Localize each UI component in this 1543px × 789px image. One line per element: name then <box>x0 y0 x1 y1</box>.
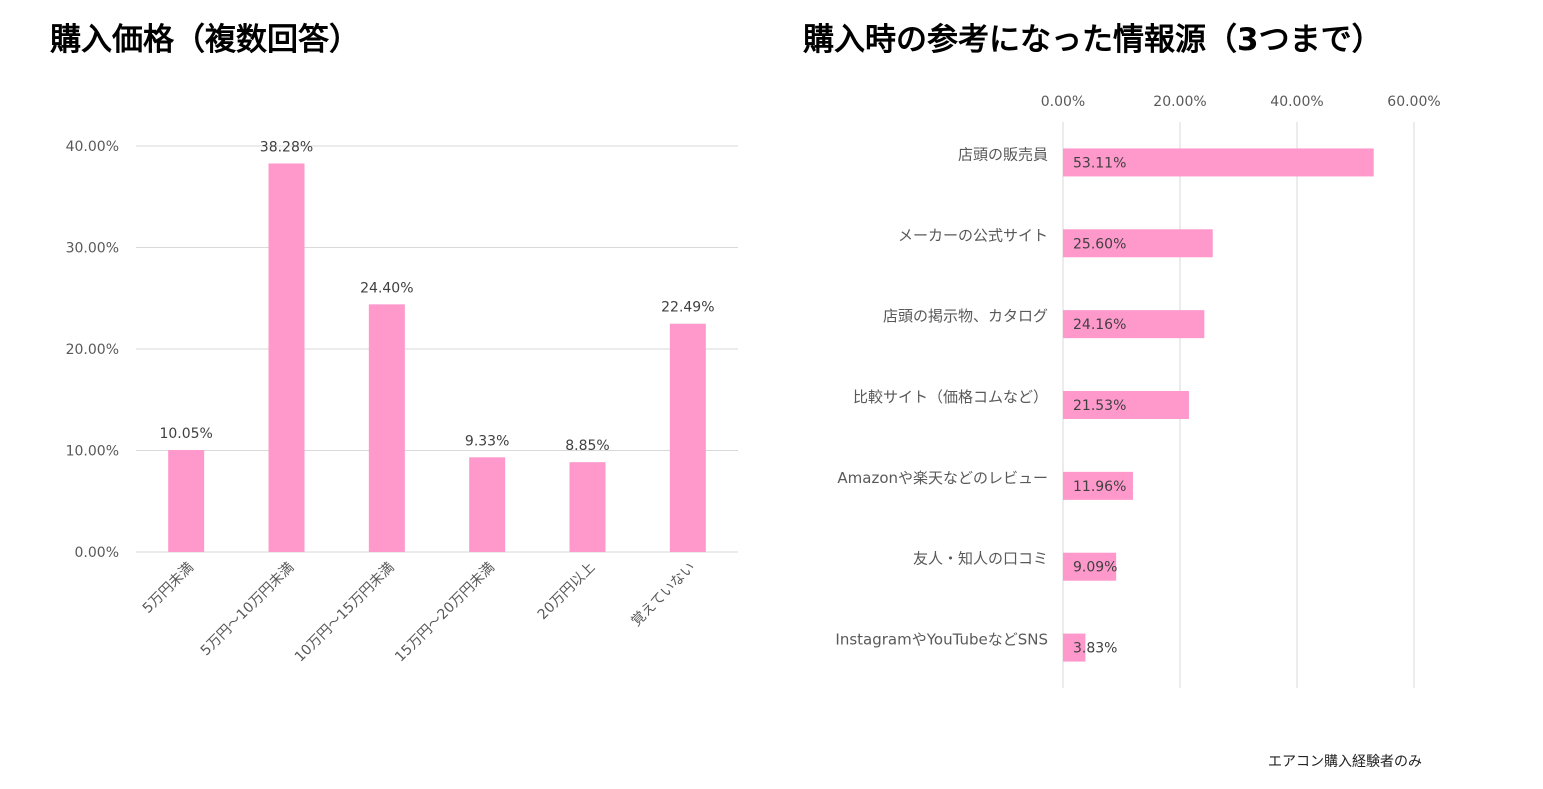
left-x-tick-label: 15万円～20万円未満 <box>392 560 498 666</box>
right-bar <box>1063 471 1133 500</box>
right-bar-value-label: 53.11% <box>1073 155 1126 171</box>
right-y-category-label: Amazonや楽天などのレビュー <box>837 469 1048 487</box>
right-x-tick-label: 0.00% <box>1041 94 1085 110</box>
left-bar <box>168 449 205 552</box>
left-bar <box>268 163 305 552</box>
right-bar-value-label: 25.60% <box>1073 236 1126 252</box>
left-y-tick-label: 10.00% <box>66 444 119 460</box>
right-bar-value-label: 21.53% <box>1073 398 1126 414</box>
right-bar <box>1063 633 1086 662</box>
left-x-tick-label: 5万円未満 <box>140 560 197 617</box>
left-bar-value-label: 38.28% <box>260 139 313 155</box>
left-x-tick-label: 20万円以上 <box>535 560 599 624</box>
right-y-category-label: メーカーの公式サイト <box>898 226 1048 244</box>
right-x-tick-label: 20.00% <box>1153 94 1206 110</box>
right-bar-value-label: 24.16% <box>1073 317 1126 333</box>
left-bar-value-label: 9.33% <box>465 433 509 449</box>
right-bar-value-label: 9.09% <box>1073 560 1117 576</box>
right-bar <box>1063 148 1374 177</box>
right-y-category-label: 店頭の販売員 <box>958 145 1048 163</box>
right-bar <box>1063 391 1189 419</box>
left-y-tick-label: 40.00% <box>66 139 119 155</box>
left-x-tick-label: 覚えていない <box>628 560 698 630</box>
left-bar <box>368 304 405 552</box>
left-bar-value-label: 22.49% <box>661 300 714 316</box>
right-y-category-label: 友人・知人の口コミ <box>913 550 1048 568</box>
right-bar <box>1063 310 1205 339</box>
left-y-tick-label: 20.00% <box>66 342 119 358</box>
right-x-tick-label: 40.00% <box>1270 94 1323 110</box>
left-bar-value-label: 24.40% <box>360 280 413 296</box>
footnote: エアコン購入経験者のみ <box>1268 754 1422 770</box>
right-chart-title: 購入時の参考になった情報源（3つまで） <box>803 22 1383 58</box>
left-bar <box>469 457 506 552</box>
left-bar-value-label: 8.85% <box>565 438 609 454</box>
left-x-tick-label: 10万円～15万円未満 <box>292 560 398 666</box>
right-x-tick-label: 60.00% <box>1387 94 1440 110</box>
right-bar <box>1063 229 1213 258</box>
left-x-tick-label: 5万円～10万円未満 <box>198 560 298 660</box>
left-y-tick-label: 0.00% <box>75 545 119 561</box>
right-y-category-label: 店頭の掲示物、カタログ <box>883 307 1048 325</box>
left-bar <box>669 323 706 552</box>
left-bar <box>569 462 606 552</box>
right-bar <box>1063 552 1117 581</box>
left-chart-title: 購入価格（複数回答） <box>50 22 360 58</box>
left-y-tick-label: 30.00% <box>66 241 119 257</box>
left-bar-value-label: 10.05% <box>159 426 212 442</box>
right-bar-value-label: 11.96% <box>1073 479 1126 495</box>
right-y-category-label: 比較サイト（価格コムなど） <box>853 388 1048 406</box>
right-bar-value-label: 3.83% <box>1073 641 1117 657</box>
right-y-category-label: InstagramやYouTubeなどSNS <box>835 631 1048 649</box>
